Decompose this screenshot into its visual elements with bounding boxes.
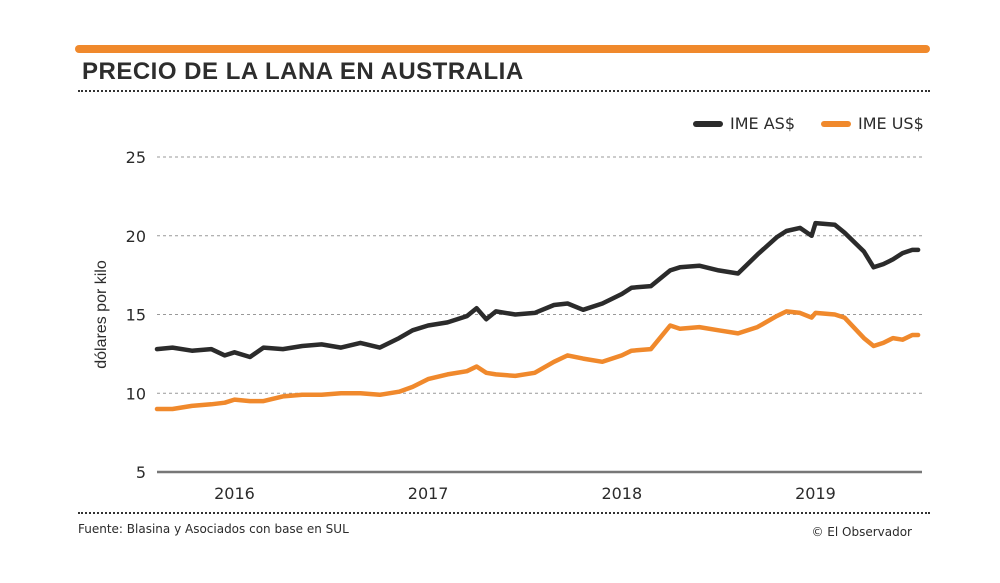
series-line-ime-as <box>154 220 921 360</box>
x-tick-label-2019: 2019 <box>795 484 836 503</box>
x-tick-label-2017: 2017 <box>408 484 449 503</box>
legend-label-ime-us: IME US$ <box>858 114 924 133</box>
legend-item-ime-us: IME US$ <box>821 114 924 133</box>
y-axis-title: dólares por kilo <box>93 260 110 369</box>
y-tick-label-15: 15 <box>126 306 146 325</box>
legend-item-ime-as: IME AS$ <box>693 114 795 133</box>
title-divider <box>78 90 930 92</box>
y-tick-label-20: 20 <box>126 227 146 246</box>
x-tick-label-2016: 2016 <box>214 484 255 503</box>
source-note: Fuente: Blasina y Asociados con base en … <box>78 522 349 536</box>
footer-divider <box>78 512 930 514</box>
legend-label-ime-as: IME AS$ <box>730 114 795 133</box>
x-tick-label-2018: 2018 <box>601 484 642 503</box>
series-line-ime-us <box>154 309 921 412</box>
legend-swatch-ime-us <box>821 120 851 127</box>
legend: IME AS$ IME US$ <box>693 114 924 133</box>
y-tick-label-10: 10 <box>126 384 146 403</box>
credit-note: © El Observador <box>811 525 912 539</box>
y-tick-label-5: 5 <box>136 463 146 482</box>
chart-title: PRECIO DE LA LANA EN AUSTRALIA <box>82 58 524 85</box>
top-accent-bar <box>75 45 930 53</box>
y-tick-label-25: 25 <box>126 148 146 167</box>
legend-swatch-ime-as <box>693 120 723 127</box>
